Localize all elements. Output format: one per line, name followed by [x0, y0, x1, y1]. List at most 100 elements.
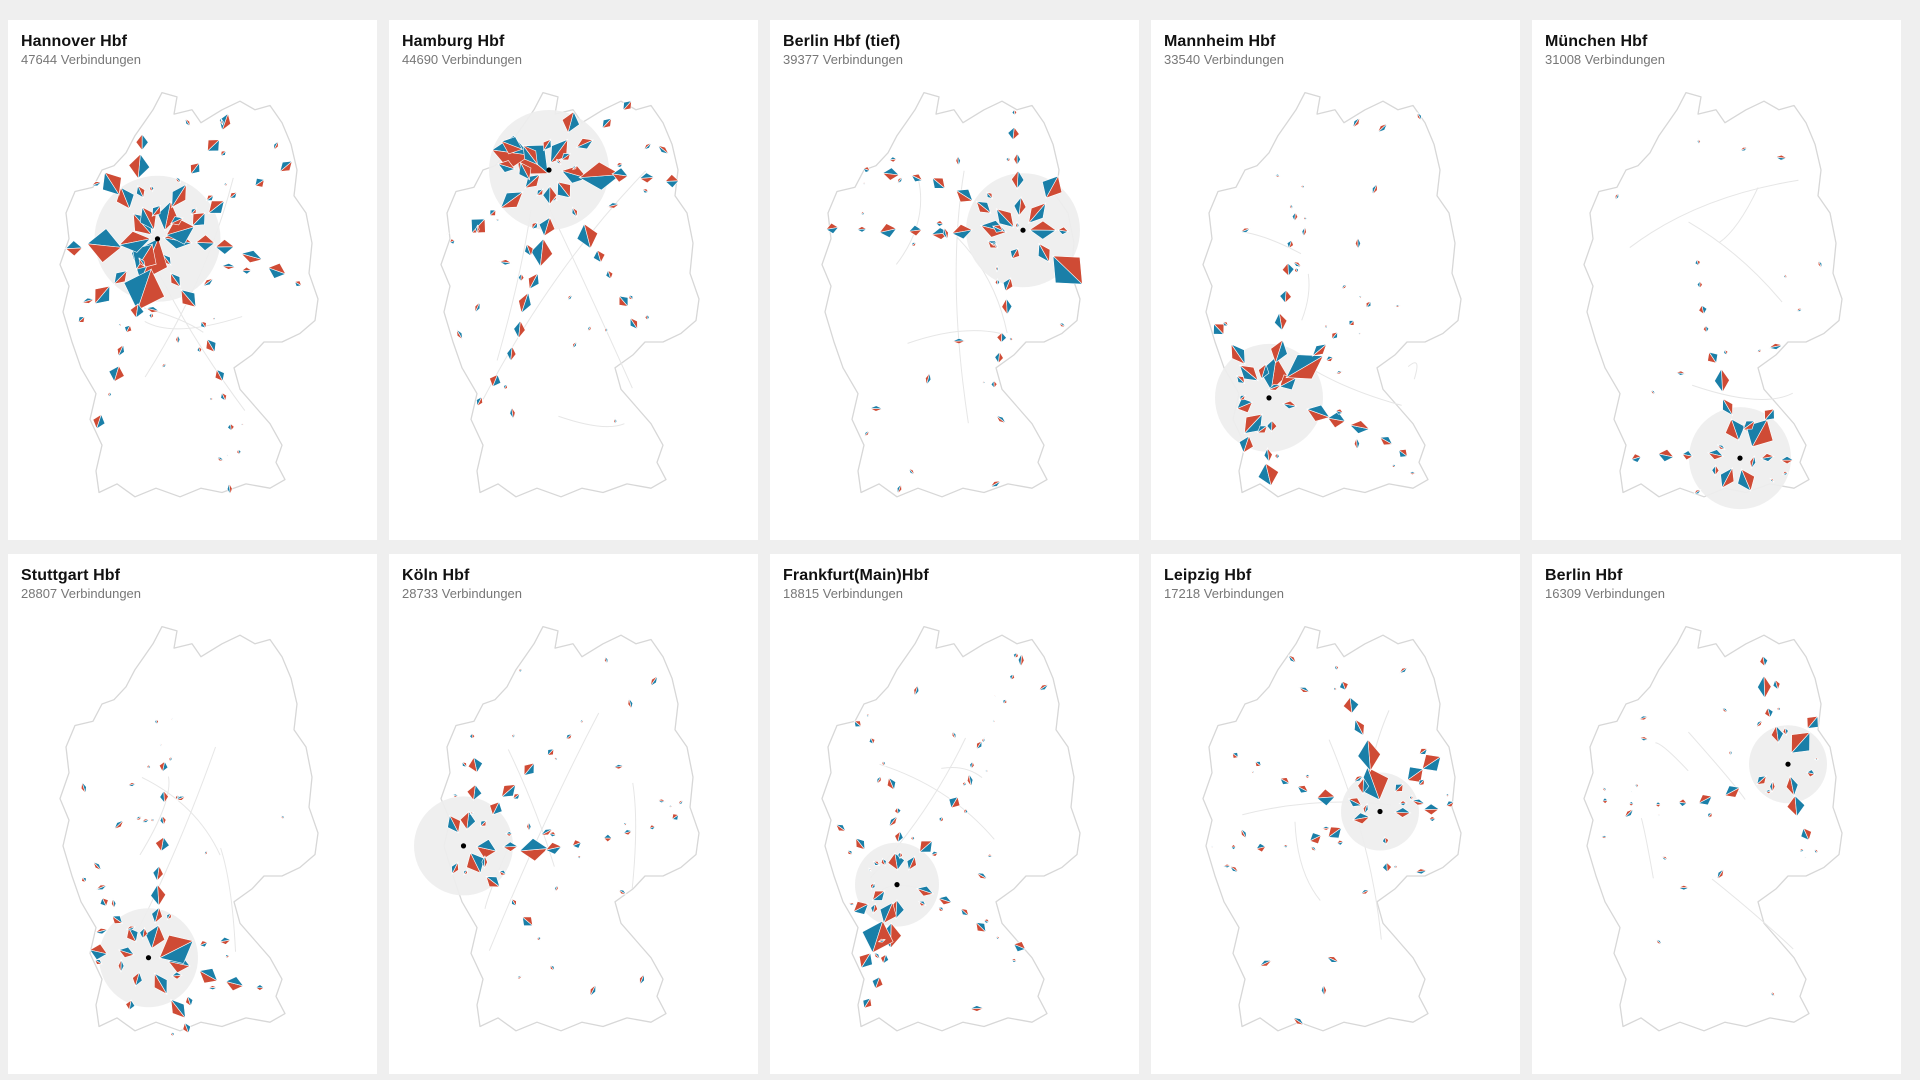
connection-glyph	[1813, 847, 1819, 855]
connection-glyph	[561, 110, 580, 134]
connection-glyph	[1409, 794, 1414, 801]
connection-count: 17218 Verbindungen	[1164, 586, 1285, 601]
connection-glyph	[171, 716, 174, 722]
connection-glyph	[111, 915, 124, 924]
connection-glyph	[448, 238, 456, 245]
connection-glyph	[1393, 863, 1398, 870]
connection-glyph	[1818, 260, 1823, 269]
region-border	[1655, 742, 1689, 772]
connection-glyph	[644, 313, 650, 322]
connection-glyph	[459, 810, 476, 831]
connection-glyph	[1229, 865, 1239, 873]
connection-glyph	[1418, 747, 1429, 755]
germany-map	[59, 91, 319, 498]
connection-glyph	[1222, 863, 1232, 869]
connection-glyph	[463, 868, 469, 876]
connection-glyph	[880, 953, 890, 965]
connection-glyph	[1415, 868, 1428, 875]
connection-glyph	[149, 184, 155, 193]
station-card: Berlin Hbf 16309 Verbindungen	[1532, 554, 1901, 1074]
region-border	[1692, 384, 1794, 400]
connection-glyph	[975, 739, 983, 751]
connection-glyph	[506, 345, 517, 363]
connection-glyph	[524, 243, 534, 257]
connection-glyph	[1213, 323, 1225, 336]
connection-glyph	[226, 483, 233, 495]
region-border	[956, 237, 1008, 334]
hub-station-dot	[1737, 455, 1743, 461]
connection-glyph	[240, 250, 264, 264]
connection-glyph	[1627, 801, 1635, 807]
connection-glyph	[589, 984, 597, 997]
connection-glyph	[517, 272, 525, 283]
connection-glyph	[536, 935, 541, 942]
connection-glyph	[576, 222, 599, 250]
connection-glyph	[1335, 370, 1343, 375]
connection-glyph	[254, 177, 265, 188]
connection-glyph	[1393, 807, 1412, 818]
connection-glyph	[641, 188, 650, 194]
connection-glyph	[1782, 726, 1789, 737]
connection-glyph	[145, 924, 166, 950]
connection-glyph	[1013, 152, 1021, 167]
connection-glyph	[124, 324, 133, 334]
connection-glyph	[479, 819, 487, 828]
connection-count: 39377 Verbindungen	[783, 52, 904, 67]
connection-glyph	[881, 167, 900, 181]
connection-glyph	[497, 160, 516, 173]
connection-glyph	[93, 959, 103, 965]
connection-glyph	[955, 189, 974, 203]
connection-glyph	[917, 900, 927, 907]
connection-glyph	[963, 807, 968, 815]
connection-glyph	[993, 694, 997, 698]
connection-glyph	[1013, 196, 1027, 217]
connection-glyph	[1721, 397, 1734, 417]
connection-glyph	[546, 748, 555, 757]
connection-glyph	[1002, 698, 1008, 705]
germany-map	[440, 91, 700, 498]
connection-glyph	[481, 855, 488, 869]
connection-glyph	[915, 885, 935, 897]
connection-glyph	[910, 173, 924, 183]
connection-glyph	[1638, 715, 1649, 721]
connection-glyph	[951, 730, 957, 740]
connection-glyph	[1254, 760, 1262, 767]
connection-glyph	[175, 176, 182, 184]
connection-glyph	[894, 806, 902, 816]
connection-glyph	[474, 301, 481, 313]
connection-glyph	[870, 902, 879, 915]
connection-glyph	[852, 901, 870, 915]
connection-glyph	[102, 171, 122, 196]
connection-glyph	[145, 306, 160, 313]
connection-glyph	[1600, 835, 1608, 839]
connection-glyph	[1357, 738, 1381, 772]
connection-glyph	[86, 228, 123, 263]
connection-glyph	[1399, 666, 1408, 674]
connection-glyph	[994, 278, 1001, 287]
germany-outline	[1202, 91, 1462, 498]
connection-glyph	[995, 265, 999, 273]
connection-glyph	[1728, 749, 1733, 757]
connection-glyph	[212, 315, 216, 322]
connection-glyph	[165, 217, 195, 245]
connection-glyph	[489, 209, 497, 217]
connection-glyph	[834, 823, 847, 833]
connection-glyph	[1347, 797, 1363, 807]
connection-glyph	[1696, 280, 1703, 290]
connection-glyph	[929, 850, 940, 857]
connection-glyph	[1354, 718, 1365, 737]
hub-station-dot	[460, 843, 467, 849]
connection-glyph	[150, 817, 155, 823]
connection-glyph	[657, 145, 670, 155]
region-border	[1629, 179, 1799, 248]
connection-glyph	[542, 138, 552, 152]
connection-glyph	[564, 733, 573, 741]
connection-glyph	[1321, 825, 1331, 831]
connection-glyph	[151, 204, 162, 218]
connection-glyph	[216, 456, 225, 462]
connection-glyph	[1279, 777, 1291, 785]
connection-glyph	[518, 161, 532, 181]
germany-map	[1583, 91, 1843, 510]
connection-glyph	[611, 167, 629, 183]
connection-glyph	[240, 421, 244, 427]
